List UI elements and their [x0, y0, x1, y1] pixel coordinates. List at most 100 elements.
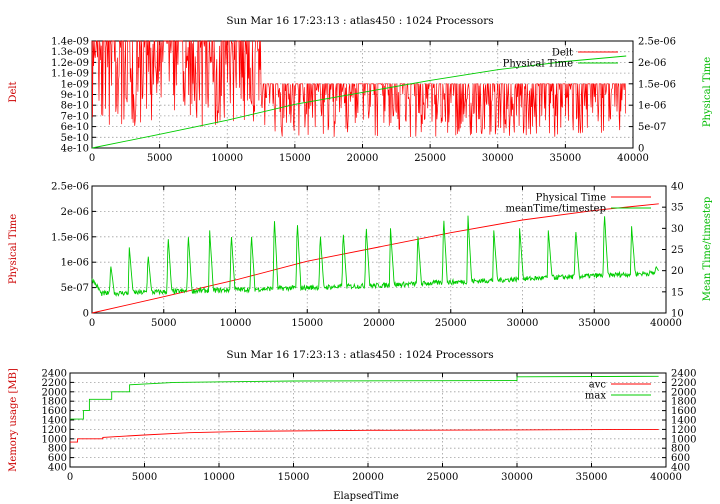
x-tick-label: 15000	[278, 472, 310, 483]
x-tick-label: 35000	[578, 318, 610, 329]
y2-tick-label: 5e-07	[638, 122, 666, 133]
elapsed-time-x-axis-label: ElapsedTime	[333, 491, 399, 502]
x-tick-label: 20000	[352, 472, 384, 483]
delt-y-axis-label: Delt	[8, 81, 19, 102]
y2-tick-label: 30	[671, 224, 684, 235]
plot-frame	[91, 185, 667, 314]
series-line	[91, 40, 627, 138]
x-tick-label: 30000	[501, 472, 533, 483]
y2-tick-label: 1400	[671, 416, 696, 427]
plot-frame	[91, 40, 634, 149]
legend-label: meanTime/timestep	[505, 204, 606, 215]
y2-tick-label: 1800	[671, 397, 696, 408]
legend-label: Delt	[552, 48, 573, 59]
x-tick-label: 25000	[414, 153, 446, 164]
y-tick-label: 2e-06	[61, 207, 89, 218]
y-tick-label: 1.3e-09	[51, 47, 89, 58]
memory-panel-title: Sun Mar 16 17:23:13 : atlas450 : 1024 Pr…	[226, 349, 493, 361]
y2-tick-label: 600	[671, 453, 690, 464]
y-tick-label: 1000	[42, 434, 67, 445]
y2-tick-label: 1000	[671, 434, 696, 445]
y-tick-label: 2.5e-06	[51, 182, 89, 193]
series-line	[91, 215, 659, 297]
y-tick-label: 4e-10	[61, 144, 89, 155]
y2-tick-label: 1.5e-06	[638, 79, 676, 90]
x-tick-label: 0	[67, 472, 73, 483]
physical-time-y2-axis-label: Physical Time	[702, 57, 713, 127]
y-tick-label: 1.1e-09	[51, 69, 89, 80]
x-tick-label: 15000	[279, 153, 311, 164]
x-tick-label: 0	[89, 318, 95, 329]
mean-time-y2-axis-label: Mean Time/timestep	[702, 197, 713, 301]
x-tick-label: 30000	[507, 318, 539, 329]
physical-time-y-axis-label: Physical Time	[8, 214, 19, 284]
y2-tick-label: 800	[671, 444, 690, 455]
y-tick-label: 5e-07	[61, 283, 89, 294]
delt-panel: Sun Mar 16 17:23:13 : atlas450 : 1024 Pr…	[8, 15, 713, 164]
memory-y-axis-label: Memory usage [MB]	[8, 368, 19, 472]
y-tick-label: 1200	[42, 425, 67, 436]
y-tick-label: 7e-10	[61, 111, 89, 122]
x-tick-label: 35000	[576, 472, 608, 483]
delt-panel-title: Sun Mar 16 17:23:13 : atlas450 : 1024 Pr…	[226, 15, 493, 27]
y-tick-label: 1800	[42, 397, 67, 408]
y-tick-label: 1e-06	[61, 258, 89, 269]
legend-label: Physical Time	[503, 59, 573, 70]
x-tick-label: 10000	[203, 472, 235, 483]
legend-label: max	[585, 391, 606, 402]
legend-label: Physical Time	[536, 193, 606, 204]
y2-tick-label: 35	[671, 203, 684, 214]
x-tick-label: 5000	[151, 318, 176, 329]
y-tick-label: 8e-10	[61, 101, 89, 112]
y-tick-label: 1.4e-09	[51, 37, 89, 48]
y-tick-label: 0	[83, 309, 89, 320]
y2-tick-label: 25	[671, 245, 684, 256]
y-tick-label: 6e-10	[61, 122, 89, 133]
x-tick-label: 35000	[549, 153, 581, 164]
y-tick-label: 2200	[42, 378, 67, 389]
x-tick-label: 40000	[617, 153, 649, 164]
legend-label: avc	[589, 380, 607, 391]
memory-panel: Sun Mar 16 17:23:13 : atlas450 : 1024 Pr…	[8, 349, 696, 502]
y2-tick-label: 10	[671, 309, 684, 320]
plot-frame	[69, 372, 667, 468]
x-tick-label: 15000	[291, 318, 323, 329]
y-tick-label: 5e-10	[61, 133, 89, 144]
mean-time-panel: Physical Time Mean Time/timestep 0 5000 10…	[8, 182, 713, 330]
y-tick-label: 2000	[42, 387, 67, 398]
y2-tick-label: 20	[671, 266, 684, 277]
y-tick-label: 1400	[42, 416, 67, 427]
x-tick-label: 10000	[211, 153, 243, 164]
y2-tick-label: 2400	[671, 369, 696, 380]
y2-tick-label: 2.5e-06	[638, 37, 676, 48]
x-tick-label: 40000	[650, 472, 682, 483]
y2-tick-label: 0	[638, 144, 644, 155]
y2-tick-label: 15	[671, 287, 684, 298]
x-tick-label: 10000	[220, 318, 252, 329]
y2-tick-label: 40	[671, 182, 684, 193]
y2-tick-label: 1600	[671, 406, 696, 417]
y-tick-label: 400	[48, 463, 67, 474]
y2-tick-label: 2200	[671, 378, 696, 389]
series-line	[91, 55, 627, 149]
x-tick-label: 5000	[147, 153, 172, 164]
x-tick-label: 0	[89, 153, 95, 164]
y-tick-label: 9e-10	[61, 90, 89, 101]
y2-tick-label: 1200	[671, 425, 696, 436]
y2-tick-label: 2e-06	[638, 58, 666, 69]
x-tick-label: 25000	[435, 318, 467, 329]
series-line	[70, 428, 659, 443]
x-tick-label: 30000	[482, 153, 514, 164]
x-tick-label: 25000	[427, 472, 459, 483]
y2-tick-label: 400	[671, 463, 690, 474]
y-tick-label: 1600	[42, 406, 67, 417]
x-tick-label: 20000	[363, 318, 395, 329]
y-tick-label: 1.5e-06	[51, 232, 89, 243]
y-tick-label: 1.2e-09	[51, 58, 89, 69]
x-tick-label: 5000	[132, 472, 157, 483]
y2-tick-label: 1e-06	[638, 101, 666, 112]
x-tick-label: 20000	[347, 153, 379, 164]
series-line	[70, 375, 659, 420]
y-tick-label: 1e-09	[61, 79, 89, 90]
